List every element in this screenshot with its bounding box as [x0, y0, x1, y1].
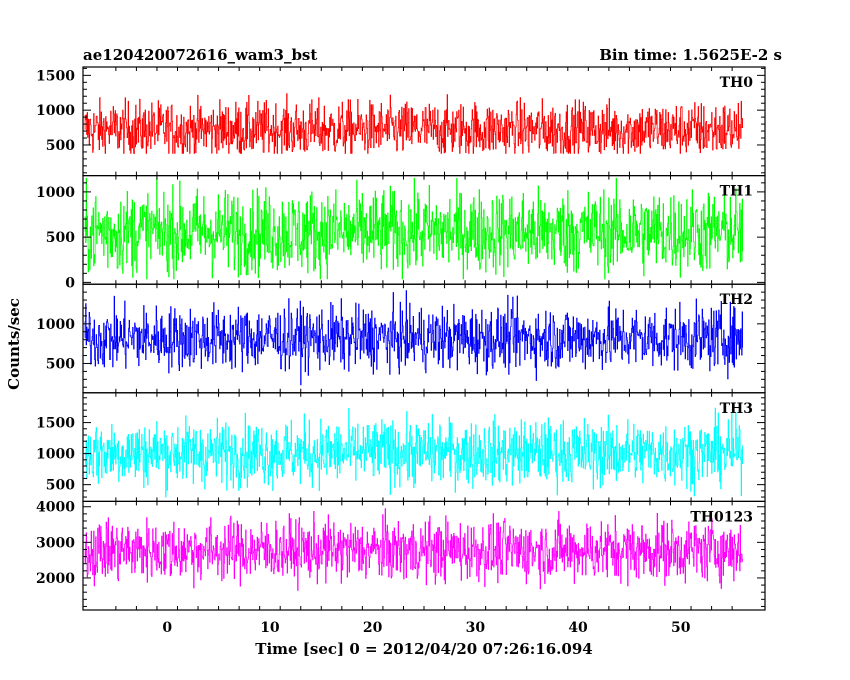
x-tick-label: 20 — [363, 620, 383, 636]
series-line-th0 — [84, 93, 743, 154]
y-tick-label: 3000 — [36, 535, 75, 551]
panels-group: 500 1000 1500 TH0 0 500 1000 TH1 500 1000 TH2 500 10… — [36, 66, 766, 611]
x-tick-label: 50 — [671, 620, 691, 636]
panel-th1: 0 500 1000 TH1 — [36, 175, 766, 291]
y-tick-label: 500 — [46, 138, 75, 154]
x-tick-label: 10 — [260, 620, 280, 636]
y-tick-label: 1000 — [36, 103, 75, 119]
x-axis-label: Time [sec] 0 = 2012/04/20 07:26:16.094 — [255, 640, 592, 658]
y-tick-label: 1000 — [36, 185, 75, 201]
y-tick-label: 500 — [46, 478, 75, 494]
panel-th2: 500 1000 TH2 — [36, 283, 766, 394]
panel-label-th1: TH1 — [720, 184, 753, 200]
y-tick-label: 1500 — [36, 416, 75, 432]
panel-th3: 500 1000 1500 TH3 — [36, 392, 766, 502]
y-tick-label: 4000 — [36, 500, 75, 516]
x-tick-label: 30 — [466, 620, 486, 636]
series-line-th0123 — [84, 508, 743, 591]
y-axis-label: Counts/sec — [5, 298, 23, 390]
y-tick-label: 2000 — [36, 571, 75, 587]
panel-th0: 500 1000 1500 TH0 — [36, 66, 766, 177]
panel-label-th3: TH3 — [720, 401, 753, 417]
y-tick-label: 500 — [46, 356, 75, 372]
x-tick-label: 0 — [162, 620, 172, 636]
y-tick-label: 1000 — [36, 317, 75, 333]
series-line-th1 — [84, 177, 743, 280]
panel-label-th0123: TH0123 — [690, 509, 753, 525]
y-tick-label: 1000 — [36, 447, 75, 463]
series-line-th2 — [84, 290, 743, 386]
x-axis: 0 10 20 30 40 50 — [162, 620, 690, 636]
panel-th0123: 2000 3000 4000 TH0123 — [36, 500, 766, 611]
y-tick-label: 500 — [46, 230, 75, 246]
y-tick-label: 0 — [65, 275, 75, 291]
panel-label-th2: TH2 — [720, 292, 753, 308]
y-tick-label: 1500 — [36, 68, 75, 84]
series-line-th3 — [84, 407, 743, 498]
chart-title: ae120420072616_wam3_bst — [83, 46, 317, 64]
x-tick-label: 40 — [568, 620, 588, 636]
bin-time-label: Bin time: 1.5625E-2 s — [599, 46, 782, 64]
panel-label-th0: TH0 — [720, 75, 754, 91]
